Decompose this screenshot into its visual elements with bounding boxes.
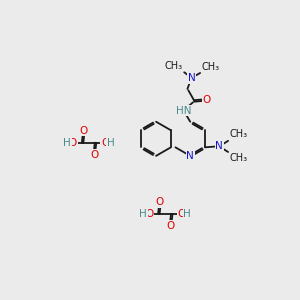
Text: O: O [145,209,153,219]
Text: H: H [63,138,71,148]
Text: N: N [215,141,223,152]
Text: HN: HN [176,106,191,116]
Text: O: O [202,95,211,105]
Text: CH₃: CH₃ [230,153,248,163]
Text: N: N [188,73,196,83]
Text: O: O [156,197,164,207]
Text: CH₃: CH₃ [164,61,182,71]
Text: O: O [177,209,186,219]
Text: H: H [140,209,147,219]
Text: O: O [69,138,77,148]
Text: O: O [90,150,98,160]
Text: CH₃: CH₃ [202,62,220,72]
Text: H: H [107,138,115,148]
Text: O: O [167,221,175,231]
Text: O: O [101,138,110,148]
Text: O: O [80,126,88,136]
Text: CH₃: CH₃ [230,130,248,140]
Text: N: N [186,151,194,161]
Text: H: H [183,209,191,219]
